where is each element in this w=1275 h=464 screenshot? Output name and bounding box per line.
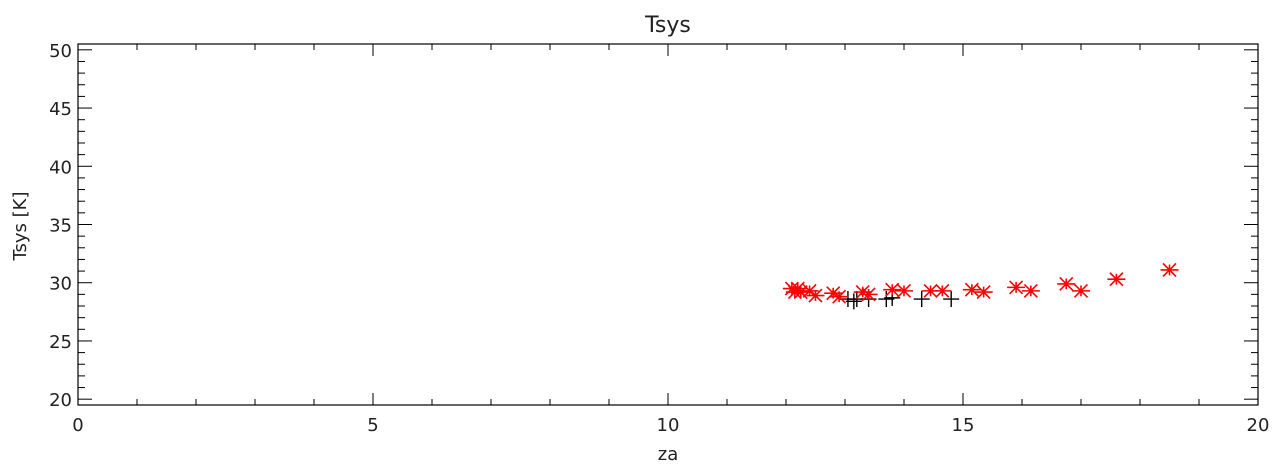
asterisk-point [1160,262,1179,277]
asterisk-point [883,282,902,297]
x-axis-ticks: 0 5 10 15 20 [72,44,1269,436]
plot-frame [77,43,1259,406]
y-tick-label: 40 [49,157,72,178]
asterisk-point [962,282,981,297]
plus-point [943,291,960,308]
asterisk-point [1007,280,1026,295]
y-tick-label: 30 [49,274,72,295]
asterisk-point [1057,276,1076,291]
x-tick-label: 0 [72,415,83,436]
x-tick-label: 10 [657,415,680,436]
asterisk-point [1021,283,1040,298]
y-axis-label: Tsys [K] [10,192,31,262]
asterisk-point [830,289,849,304]
y-axis-ticks: 20 25 30 35 40 45 50 [49,41,1258,411]
asterisk-point [859,287,878,302]
x-axis-label: za [658,444,678,464]
asterisk-point [895,283,913,298]
x-tick-label: 15 [952,415,975,436]
asterisk-point [1072,283,1090,298]
axes [77,43,1259,406]
chart-title: Tsys [644,13,691,38]
y-tick-label: 20 [49,390,72,411]
data-points [782,262,1179,310]
asterisk-point [974,284,993,300]
y-tick-label: 35 [49,216,72,237]
asterisk-point [806,288,825,303]
asterisk-point [1107,272,1126,287]
x-tick-label: 5 [367,415,378,436]
x-tick-label: 20 [1247,415,1270,436]
y-tick-label: 50 [49,41,72,62]
y-tick-label: 45 [49,99,72,120]
asterisk-point [933,283,952,298]
plus-point [845,293,862,310]
y-tick-label: 25 [49,332,72,353]
plus-point [913,291,930,308]
